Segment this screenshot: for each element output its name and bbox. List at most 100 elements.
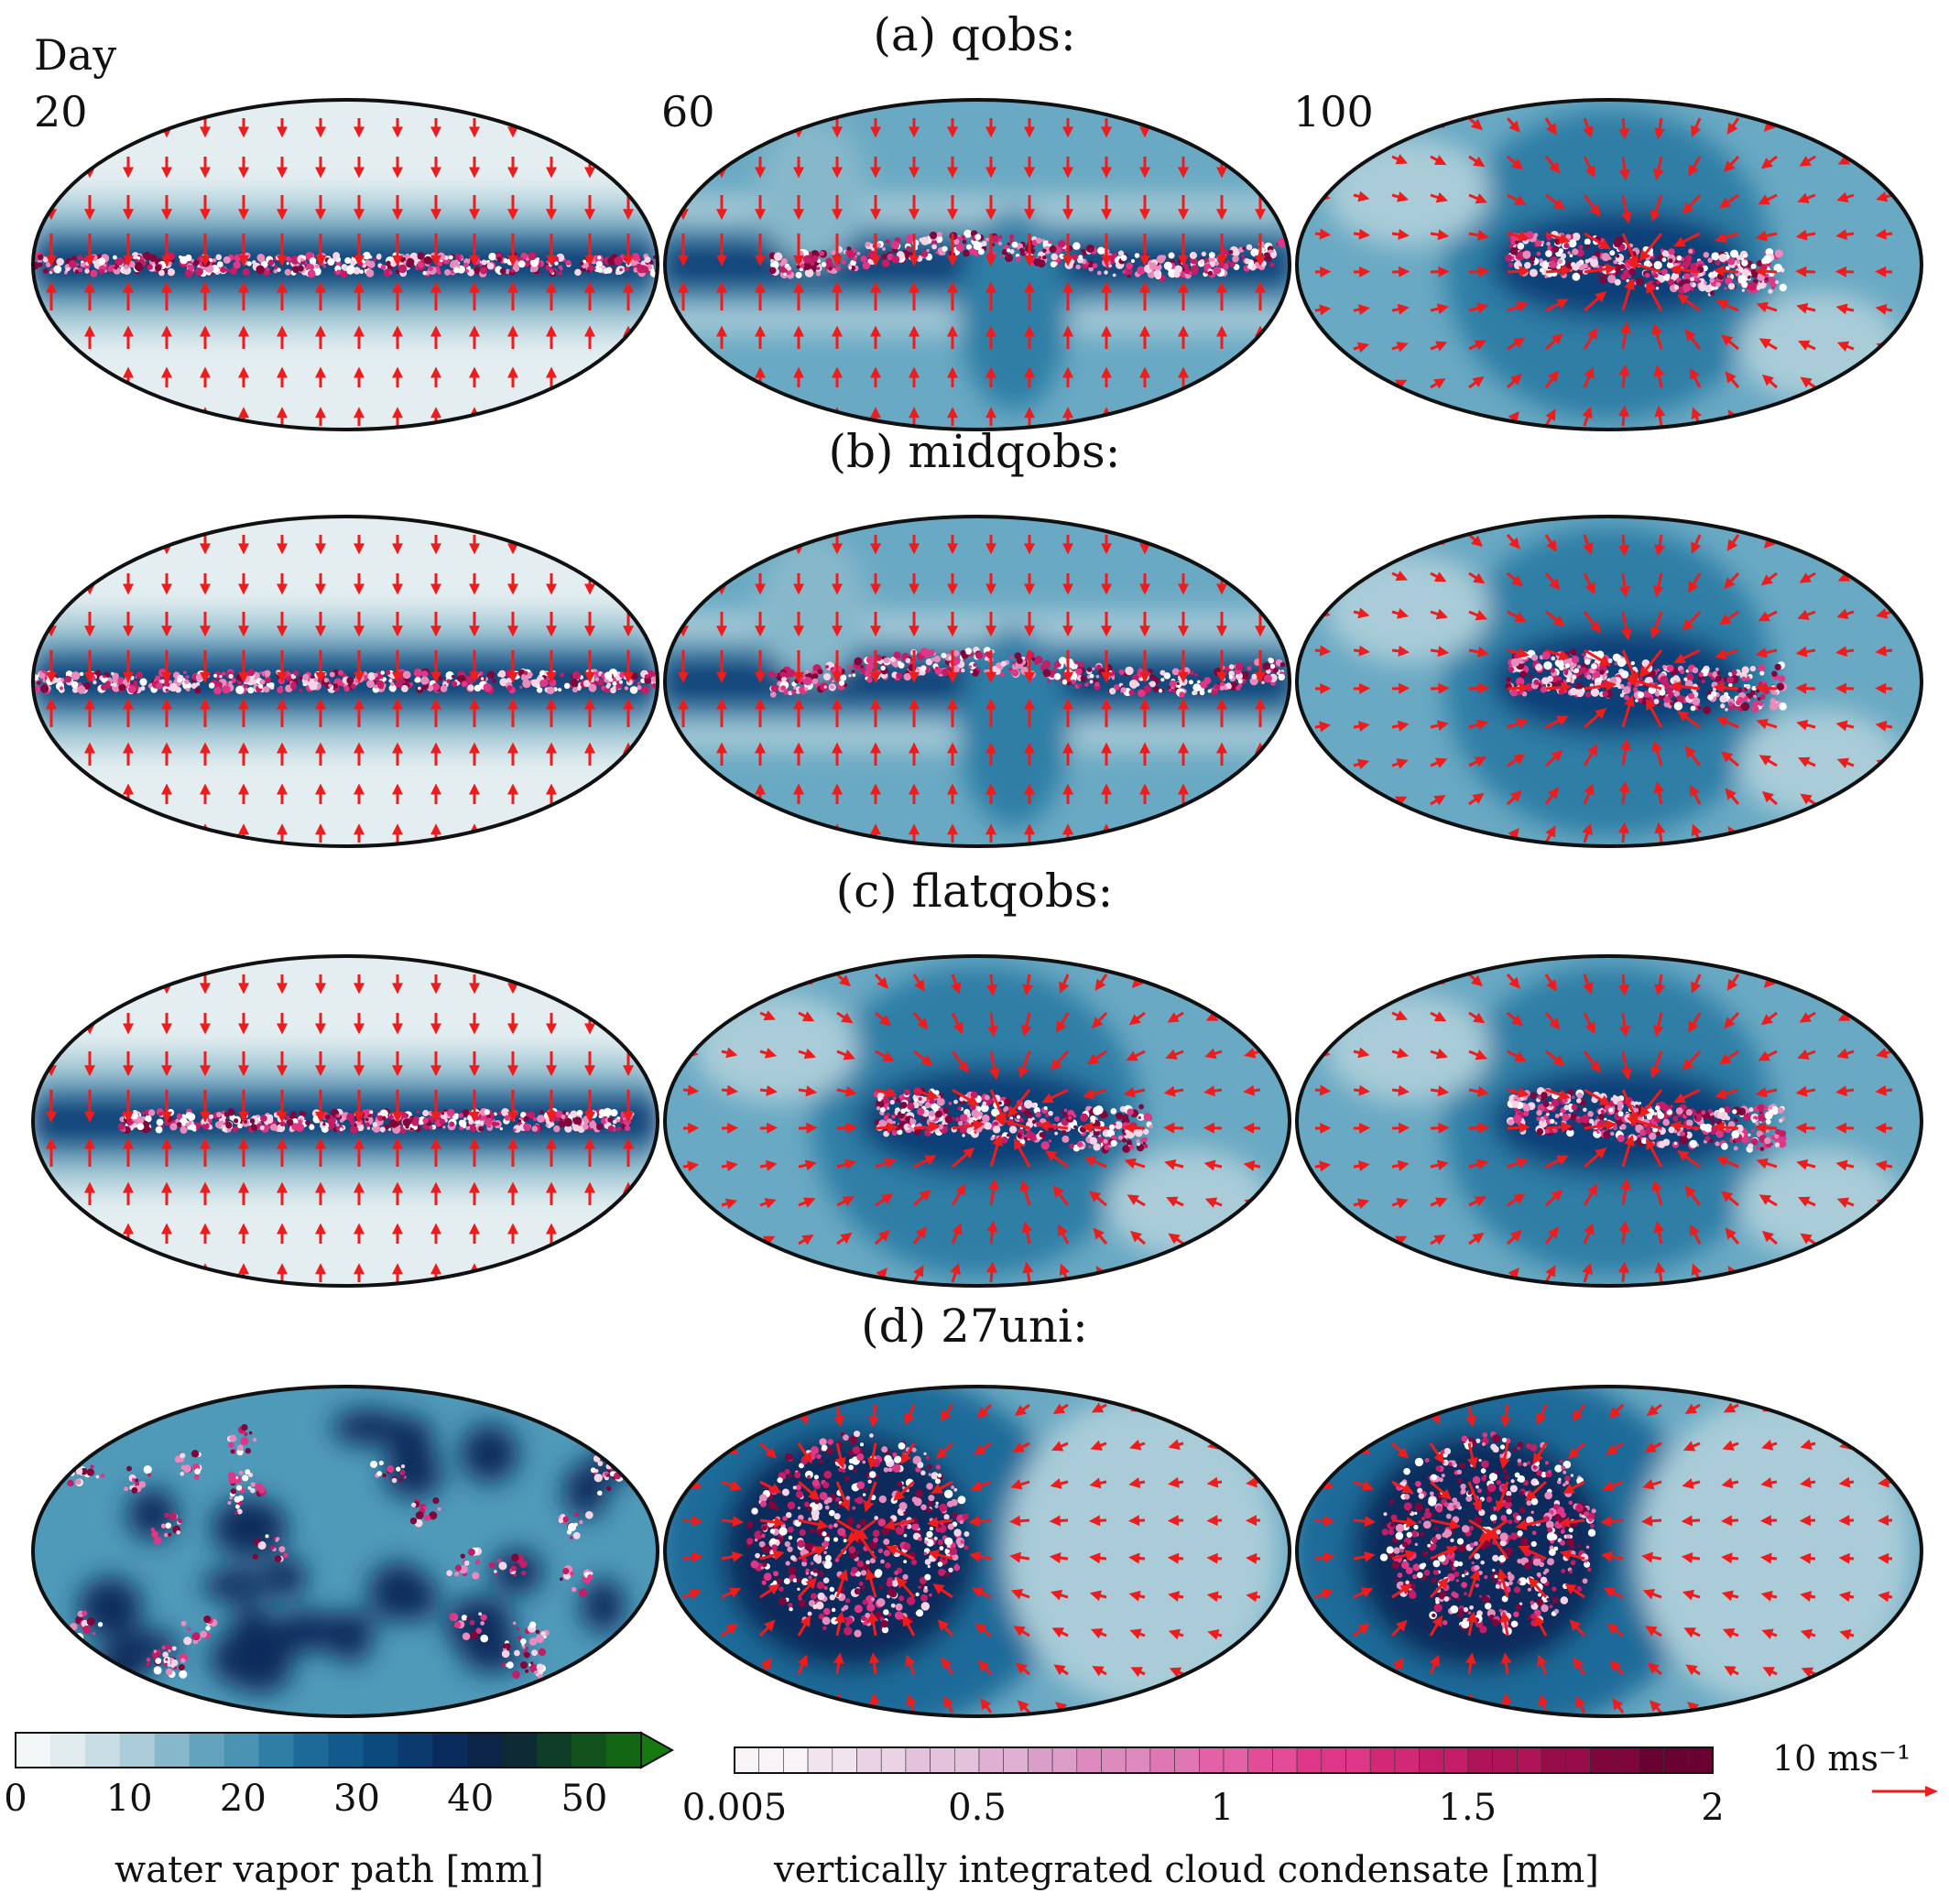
map-outline [1295, 515, 1923, 848]
colorbar-swatch [49, 1733, 86, 1768]
wind-scale-arrow [1872, 1786, 1938, 1797]
water-vapor-tick: 50 [561, 1778, 608, 1820]
map-outline [663, 98, 1291, 431]
colorbar-swatch [502, 1733, 538, 1768]
cloud-condensate [65, 1423, 626, 1680]
day-label-20: 20 [34, 87, 88, 136]
colorbar-swatch [293, 1733, 329, 1768]
colorbar-swatch [84, 1733, 121, 1768]
cloud-condensate [768, 647, 1286, 698]
colorbar-swatch [537, 1733, 572, 1768]
water-vapor-tick: 0 [4, 1778, 27, 1820]
colorbar-swatch [1369, 1746, 1396, 1774]
colorbar-swatch [1223, 1746, 1249, 1774]
map-outline [31, 515, 659, 848]
colorbar-swatch [1639, 1746, 1664, 1774]
water-vapor-tick: 20 [219, 1778, 267, 1820]
condensate-tick: 2 [1701, 1787, 1725, 1829]
map-outline [31, 1385, 659, 1718]
row-title-3: (d) 27uni: [861, 1300, 1088, 1353]
colorbar-swatch [1174, 1746, 1200, 1774]
colorbar-extend-arrow [640, 1731, 675, 1769]
map-outline [31, 954, 659, 1288]
colorbar-swatch [1125, 1746, 1151, 1774]
colorbar-swatch [880, 1746, 907, 1774]
colorbar-swatch [606, 1733, 642, 1768]
colorbar-swatch [1149, 1746, 1175, 1774]
condensate-tick: 1 [1210, 1787, 1235, 1829]
map-panel-row2-col1 [663, 954, 1291, 1288]
map-outline [1295, 98, 1923, 431]
condensate-tick: 1.5 [1438, 1787, 1497, 1829]
colorbar-swatch [856, 1746, 882, 1774]
map-panel-row1-col0 [31, 515, 659, 848]
map-panel-row2-col2 [1295, 954, 1923, 1288]
water-vapor-tick: 30 [333, 1778, 380, 1820]
colorbar-swatch [1296, 1746, 1323, 1774]
condensate-tick: 0.5 [948, 1787, 1007, 1829]
colorbar-swatch [1590, 1746, 1616, 1774]
colorbar-swatch [189, 1733, 225, 1768]
colorbar-swatch [954, 1746, 980, 1774]
colorbar-swatch [328, 1733, 364, 1768]
map-panel-row1-col2 [1295, 515, 1923, 848]
colorbar-swatch [1345, 1746, 1371, 1774]
colorbar-swatch [734, 1746, 760, 1774]
colorbar-swatch [572, 1733, 607, 1768]
wind-scale-label: 10 ms⁻¹ [1772, 1738, 1911, 1779]
cloud-condensate [768, 229, 1287, 282]
map-outline [663, 954, 1291, 1288]
colorbar-swatch [1247, 1746, 1273, 1774]
wind-arrows [681, 1400, 1261, 1716]
map-outline [663, 515, 1291, 848]
map-panel-row3-col2 [1295, 1385, 1923, 1718]
colorbar-swatch [1492, 1746, 1518, 1774]
colorbar-swatch [467, 1733, 503, 1768]
map-panel-row2-col0 [31, 954, 659, 1288]
map-panel-row0-col2 [1295, 98, 1923, 431]
colorbar-swatch [1198, 1746, 1225, 1774]
colorbar-swatch [1419, 1746, 1444, 1774]
water-vapor-tick: 10 [105, 1778, 153, 1820]
colorbar-swatch [16, 1733, 51, 1768]
colorbar-swatch [154, 1733, 191, 1768]
water-vapor-colorbar-label: water vapor path [mm] [114, 1849, 544, 1891]
map-outline [1295, 1385, 1923, 1718]
day-label-60: 60 [661, 87, 715, 136]
map-outline [663, 1385, 1291, 1718]
colorbar-swatch [1614, 1746, 1640, 1774]
colorbar-swatch [832, 1746, 857, 1774]
map-panel-row3-col1 [663, 1385, 1291, 1718]
row-title-2: (c) flatqobs: [835, 865, 1114, 918]
day-prefix-label: Day [34, 30, 117, 80]
colorbar-swatch [783, 1746, 809, 1774]
colorbar-swatch [1517, 1746, 1542, 1774]
colorbar-swatch [397, 1733, 433, 1768]
water-vapor-colorbar [15, 1731, 675, 1769]
map-panel-row1-col1 [663, 515, 1291, 848]
day-label-100: 100 [1293, 87, 1374, 136]
cloud-condensate [1506, 1086, 1787, 1153]
map-outline [1295, 954, 1923, 1288]
condensate-tick: 0.005 [681, 1787, 788, 1829]
cloud-condensate [33, 251, 658, 278]
colorbar-swatch [905, 1746, 931, 1774]
colorbar-swatch [1321, 1746, 1346, 1774]
colorbar-swatch [1394, 1746, 1420, 1774]
map-panel-row0-col1 [663, 98, 1291, 431]
colorbar-swatch [223, 1733, 260, 1768]
colorbar-swatch [1541, 1746, 1567, 1774]
colorbar-swatch [930, 1746, 955, 1774]
colorbar-swatch [1565, 1746, 1591, 1774]
map-outline [31, 98, 659, 431]
colorbar-swatch [1443, 1746, 1469, 1774]
colorbar-swatch [1467, 1746, 1494, 1774]
map-panel-row0-col0 [31, 98, 659, 431]
colorbar-swatch [1003, 1746, 1029, 1774]
map-panel-row3-col0 [31, 1385, 659, 1718]
colorbar-swatch [363, 1733, 398, 1768]
condensate-colorbar [734, 1746, 1714, 1774]
colorbar-swatch [807, 1746, 833, 1774]
row-title-1: (b) midqobs: [828, 425, 1121, 478]
colorbar-swatch [1076, 1746, 1102, 1774]
